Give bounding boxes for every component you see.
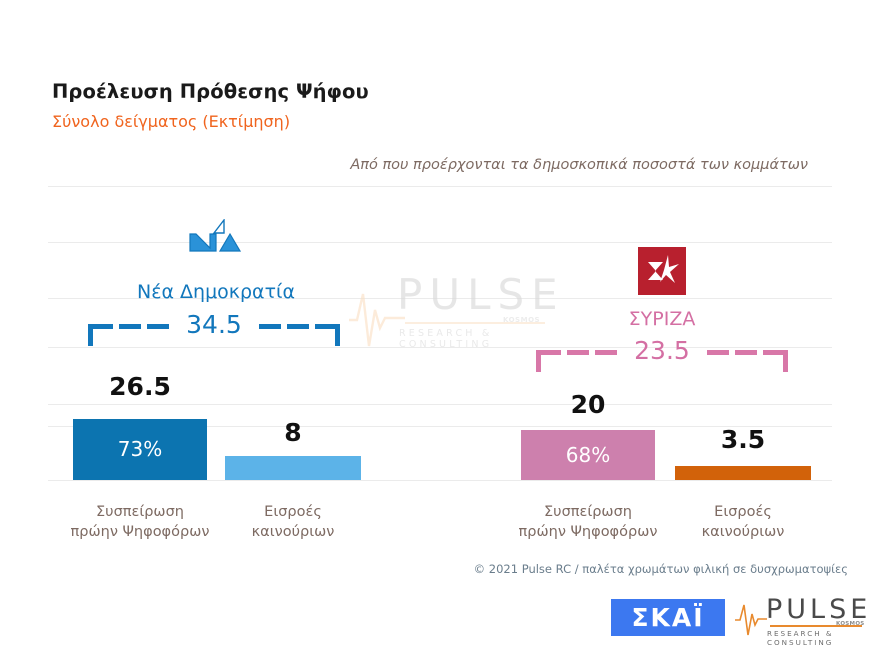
bracket-line-right [707,350,729,355]
chart-plot-area [48,186,832,486]
gridline [48,298,832,299]
syriza-logo [638,247,686,295]
bracket-line-left [536,350,561,355]
gridline [48,426,832,427]
bracket-line-left [88,324,113,329]
bracket-tick-left [536,350,541,372]
cat-line-2: Εισροές καινούριων [251,504,335,540]
cat-line-1: Συσπείρωση πρώην Ψηφοφόρων [70,504,210,540]
syriza-bar2 [675,466,811,480]
pulse-kosmos: KOSMOS [836,621,865,627]
page-title: Προέλευση Πρόθεσης Ψήφου [52,80,369,103]
gridline [48,347,832,348]
pulse-logo: PULSE KOSMOS RESEARCH & CONSULTING [735,594,872,647]
nd-total-bracket: 34.5 [88,310,340,346]
syriza-category-label-1: Συσπείρωση πρώην Ψηφοφόρων [508,503,668,542]
nd-bar1-percent: 73% [117,437,163,461]
gridline [48,242,832,243]
copyright-note: © 2021 Pulse RC / παλέτα χρωμάτων φιλική… [473,562,848,576]
syriza-party-name: ΣΥΡΙΖΑ [628,308,696,330]
gridline [48,186,832,187]
nd-bar1 [73,419,207,480]
gridline [48,404,832,405]
skai-logo: ΣΚΑΪ [611,599,725,636]
nd-category-label-1: Συσπείρωση πρώην Ψηφοφόρων [60,503,220,542]
gridline [48,480,832,481]
bracket-line-right [763,350,788,355]
syriza-bar1-value: 20 [570,390,606,419]
nd-bar2 [225,456,361,480]
waveform-icon [735,604,767,636]
bracket-line-right [287,324,309,329]
nd-total-value: 34.5 [186,310,242,339]
syriza-bar1 [521,430,655,480]
syriza-bar2-value: 3.5 [720,425,766,454]
bracket-line-left [567,350,589,355]
syriza-logo-icon [638,247,686,295]
pulse-rule [770,625,862,627]
nd-party-name: Νέα Δημοκρατία [137,281,295,303]
nd-bar2-value: 8 [284,418,302,447]
bracket-line-right [315,324,340,329]
nd-category-label-2: Εισροές καινούριων [228,503,358,542]
bracket-tick-right [335,324,340,346]
bracket-line-left [119,324,141,329]
pulse-tagline: RESEARCH & CONSULTING [767,629,834,647]
pulse-name: PULSE [766,594,872,625]
nd-bar1-value: 26.5 [109,372,171,401]
bracket-line-left [595,350,617,355]
syriza-bar1-percent: 68% [565,443,611,467]
bracket-line-right [259,324,281,329]
bracket-tick-right [783,350,788,372]
syriza-total-value: 23.5 [634,336,690,365]
bracket-line-left [147,324,169,329]
nd-logo-icon [189,217,242,252]
nd-logo [184,217,248,253]
page-subtitle: Σύνολο δείγματος (Εκτίμηση) [52,112,291,131]
cat-line-1: Συσπείρωση πρώην Ψηφοφόρων [518,504,658,540]
chart-annotation: Από που προέρχονται τα δημοσκοπικά ποσοσ… [350,157,808,173]
bracket-tick-left [88,324,93,346]
cat-line-2: Εισροές καινούριων [701,504,785,540]
bracket-line-right [735,350,757,355]
syriza-category-label-2: Εισροές καινούριων [678,503,808,542]
syriza-total-bracket: 23.5 [536,336,788,372]
